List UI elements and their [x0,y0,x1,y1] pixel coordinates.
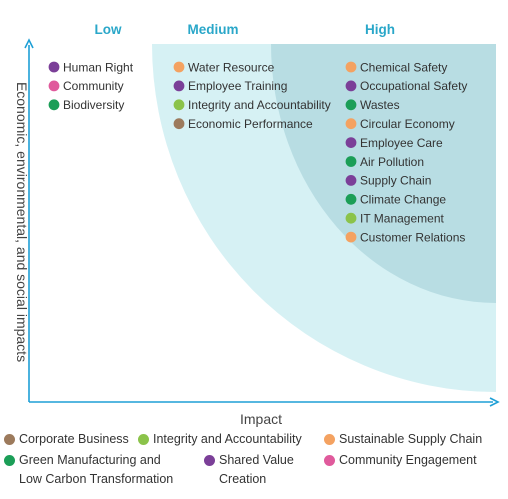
topic-label: Customer Relations [360,230,465,244]
topic-label: Employee Care [360,136,443,150]
legend-swatch [138,434,149,445]
legend-label: Green Manufacturing and Low Carbon Trans… [19,453,174,486]
topic-label: Community [63,79,124,93]
topic-marker [48,61,60,73]
topic-label: Chemical Safety [360,60,447,74]
topic-marker [345,99,357,111]
legend-swatch [4,455,15,466]
topic-marker [48,80,60,92]
topic-label: Biodiversity [63,98,124,112]
topic-marker [345,175,357,186]
topic-label: Economic Performance [188,117,313,131]
topic-marker [173,118,185,130]
topic-marker [345,61,357,73]
x-axis-label: Impact [240,411,282,427]
topic-label: Circular Economy [360,117,455,131]
legend-label: Shared Value Creation [219,453,294,486]
legend-swatch [324,434,335,445]
topic-marker [173,61,185,73]
legend-label: Community Engagement [339,453,477,467]
topic-marker [345,212,357,224]
topic-marker [345,193,357,205]
topic-label: Air Pollution [360,155,424,169]
topic-label: Integrity and Accountability [188,98,331,112]
legend-item: Sustainable Supply Chain [324,430,504,449]
legend-swatch [204,455,215,466]
legend-item: Community Engagement [324,451,504,470]
topic-label: Water Resource [188,60,275,74]
legend-swatch [324,455,335,466]
legend-item: Integrity and Accountability [138,430,313,449]
topic-label: Climate Change [360,193,446,207]
y-axis-arrow [24,38,34,49]
topic-marker [345,137,357,149]
zone-high-area [271,44,496,303]
zone-medium-header: Medium [187,22,238,37]
topic-marker [345,80,357,92]
legend-label: Integrity and Accountability [153,432,302,446]
topic-marker [345,231,357,243]
topic-label: Human Right [63,60,134,74]
topic-marker [173,99,185,111]
topic-marker [173,80,185,92]
topic-marker [345,156,357,167]
zone-low-area [29,44,496,402]
legend-item: Green Manufacturing and Low Carbon Trans… [4,451,182,489]
topic-marker [48,99,60,111]
zone-low-header: Low [95,22,122,37]
topic-label: Occupational Safety [360,79,467,93]
topic-label: Wastes [360,98,400,112]
zone-high-header: High [365,22,395,37]
materiality-matrix: Low Medium High Economic, environmental,… [14,22,500,427]
topic-label: Supply Chain [360,174,431,188]
legend-item: Shared Value Creation [204,451,314,489]
legend-item: Corporate Business [4,430,139,449]
topic-label: IT Management [360,212,444,226]
category-legend: Corporate Business Integrity and Account… [0,430,508,494]
topic-marker [345,118,357,130]
x-axis-arrow [489,397,500,407]
legend-label: Corporate Business [19,432,129,446]
topic-markers: Human Right Community Biodiversity Water Re… [48,60,467,244]
topic-label: Employee Training [188,79,287,93]
legend-swatch [4,434,15,445]
legend-label: Sustainable Supply Chain [339,432,483,446]
y-axis-label: Economic, environmental, and social impa… [14,82,30,362]
